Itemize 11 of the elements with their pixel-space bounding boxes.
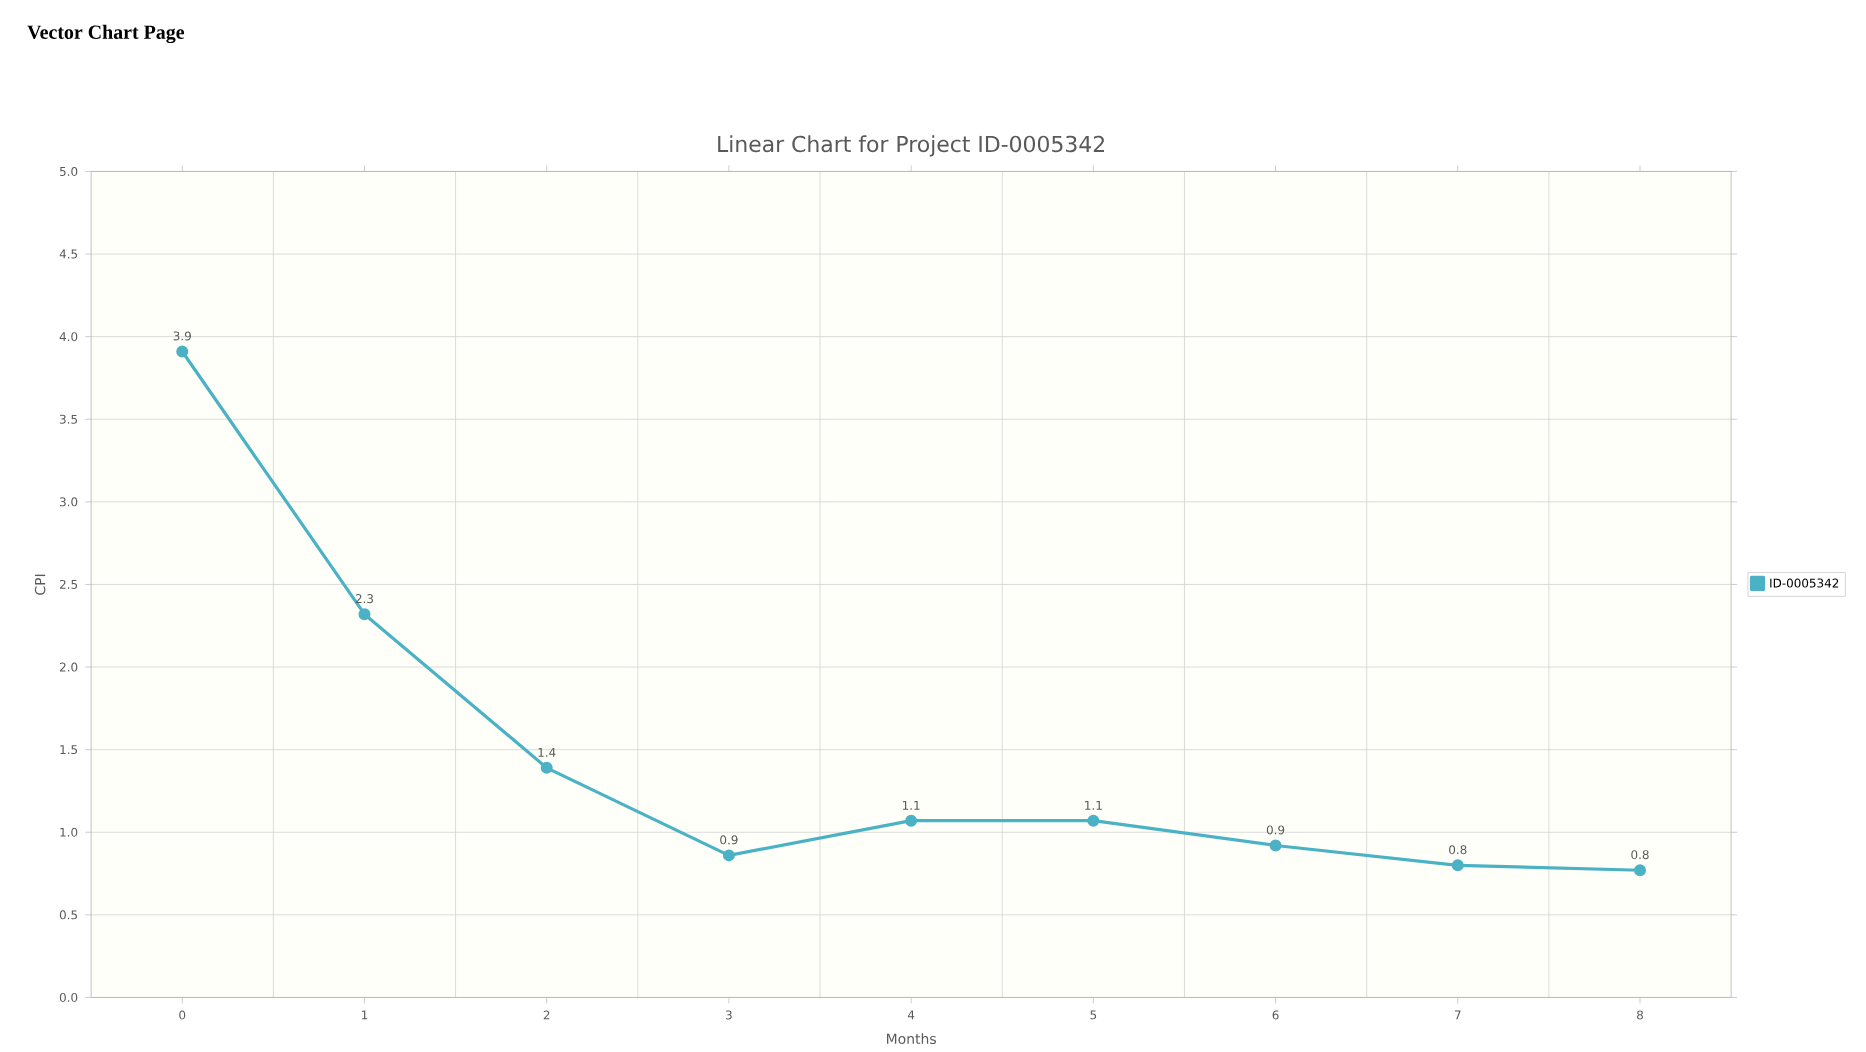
- point: [905, 814, 918, 827]
- chart-title: Linear Chart for Project ID-0005342: [718, 135, 1104, 157]
- text: Vector Chart Page: [27, 24, 185, 44]
- point: [540, 761, 553, 774]
- point: [1451, 859, 1464, 872]
- point: [1269, 839, 1282, 852]
- point: [176, 345, 189, 358]
- point: [1087, 814, 1100, 827]
- point: [722, 849, 735, 862]
- point: [358, 608, 371, 621]
- point: [1634, 864, 1647, 877]
